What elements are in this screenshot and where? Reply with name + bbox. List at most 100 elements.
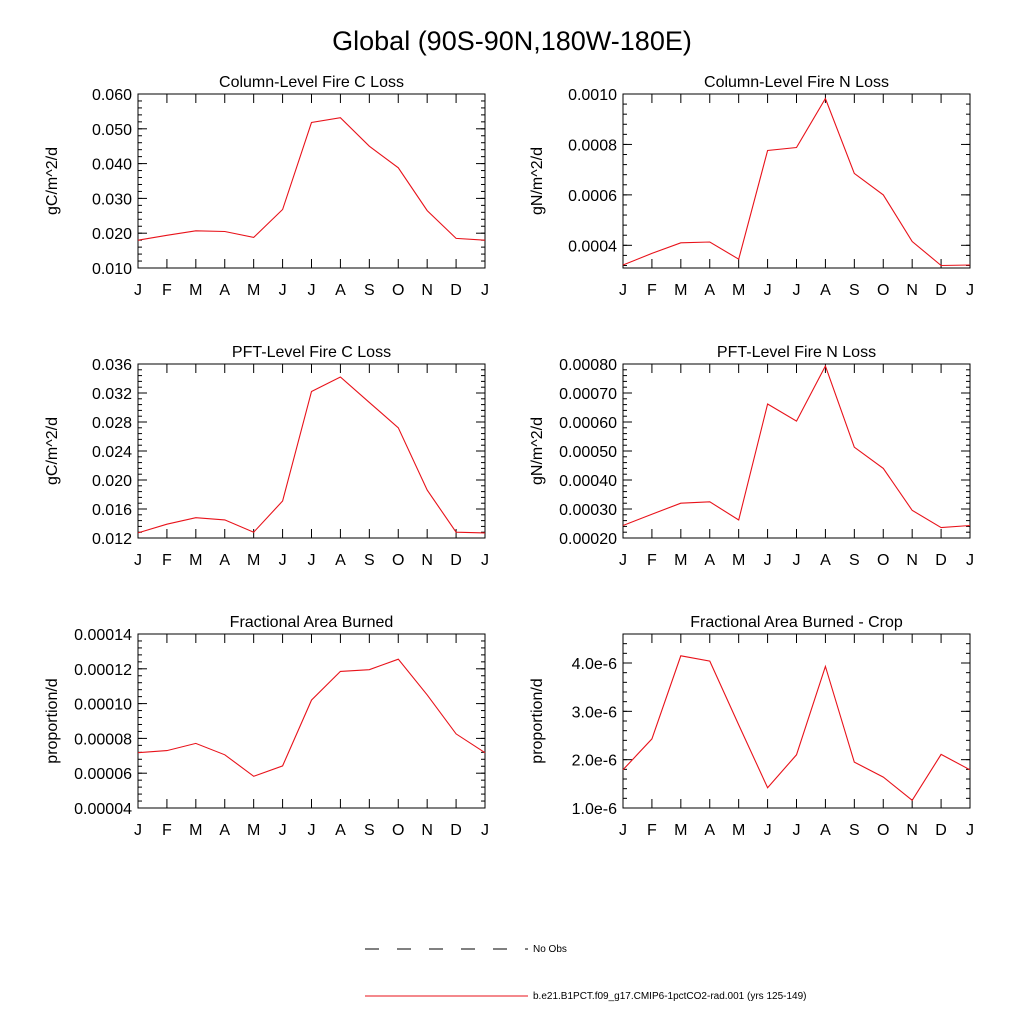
y-tick-label: 0.00008 <box>74 731 132 748</box>
chart-title: PFT-Level Fire C Loss <box>232 344 391 361</box>
x-tick-label: J <box>793 552 801 569</box>
x-tick-label: M <box>247 822 260 839</box>
x-tick-label: S <box>849 282 860 299</box>
x-tick-label: M <box>189 822 202 839</box>
x-tick-label: N <box>421 822 433 839</box>
y-tick-label: 0.016 <box>92 502 132 519</box>
x-tick-label: M <box>674 552 687 569</box>
chart-title: Fractional Area Burned - Crop <box>690 614 903 631</box>
chart-title: PFT-Level Fire N Loss <box>717 344 876 361</box>
x-tick-label: M <box>732 552 745 569</box>
chart-title: Fractional Area Burned <box>230 614 394 631</box>
x-tick-label: A <box>704 552 715 569</box>
x-tick-label: O <box>392 552 404 569</box>
y-tick-label: 1.0e-6 <box>572 801 617 818</box>
x-tick-label: A <box>219 282 230 299</box>
y-tick-label: 0.040 <box>92 157 132 174</box>
x-tick-label: J <box>764 282 772 299</box>
y-tick-label: 0.00060 <box>559 415 617 432</box>
x-tick-label: M <box>247 552 260 569</box>
plot-frame <box>138 94 485 268</box>
y-tick-label: 0.010 <box>92 261 132 278</box>
y-axis-label: gC/m^2/d <box>44 417 61 485</box>
series-line-1 <box>623 99 970 266</box>
x-tick-label: D <box>935 822 947 839</box>
y-tick-label: 4.0e-6 <box>572 656 617 673</box>
x-tick-label: M <box>247 282 260 299</box>
x-tick-label: J <box>279 822 287 839</box>
chart-panel-2: Column-Level Fire N Loss gN/m^2/d 0.0004 0.… <box>529 74 974 299</box>
x-tick-label: M <box>189 282 202 299</box>
y-tick-label: 0.036 <box>92 357 132 374</box>
plot-frame <box>623 94 970 268</box>
x-tick-label: S <box>364 822 375 839</box>
y-tick-label: 0.012 <box>92 531 132 548</box>
y-tick-label: 2.0e-6 <box>572 753 617 770</box>
x-tick-label: J <box>308 822 316 839</box>
y-tick-label: 0.030 <box>92 191 132 208</box>
plot-frame <box>623 364 970 538</box>
x-tick-label: A <box>820 822 831 839</box>
x-tick-label: M <box>674 822 687 839</box>
x-tick-label: J <box>279 552 287 569</box>
x-tick-label: J <box>308 282 316 299</box>
y-axis-label: proportion/d <box>529 678 546 763</box>
legend: No Obs b.e21.B1PCT.f09_g17.CMIP6-1pctCO2… <box>365 944 806 1002</box>
x-tick-label: A <box>820 282 831 299</box>
y-tick-label: 0.00070 <box>559 386 617 403</box>
series-line-1 <box>623 656 970 801</box>
x-tick-label: O <box>392 822 404 839</box>
y-tick-label: 0.020 <box>92 226 132 243</box>
x-tick-label: S <box>849 822 860 839</box>
y-tick-label: 0.00004 <box>74 801 132 818</box>
y-tick-label: 0.00080 <box>559 357 617 374</box>
x-tick-label: J <box>619 282 627 299</box>
x-tick-label: J <box>134 822 142 839</box>
y-tick-label: 0.020 <box>92 473 132 490</box>
chart-title: Column-Level Fire C Loss <box>219 74 404 91</box>
chart-panel-4: PFT-Level Fire N LossgN/m^2/d0.000200.00… <box>529 344 974 569</box>
series-line-1 <box>623 366 970 528</box>
x-tick-label: J <box>793 822 801 839</box>
y-axis-label: gN/m^2/d <box>529 147 546 215</box>
x-tick-label: M <box>189 552 202 569</box>
x-tick-label: S <box>364 552 375 569</box>
y-tick-label: 0.00040 <box>559 473 617 490</box>
x-tick-label: J <box>966 822 974 839</box>
figure-title: Global (90S-90N,180W-180E) <box>332 26 692 56</box>
x-tick-label: O <box>877 282 889 299</box>
x-tick-label: D <box>935 282 947 299</box>
x-tick-label: J <box>134 282 142 299</box>
x-tick-label: A <box>820 552 831 569</box>
series-line-1 <box>138 377 485 533</box>
plot-frame <box>138 634 485 808</box>
x-tick-label: J <box>134 552 142 569</box>
x-tick-label: N <box>421 552 433 569</box>
x-tick-label: O <box>392 282 404 299</box>
x-tick-label: J <box>619 552 627 569</box>
legend-obs-label: No Obs <box>533 944 567 955</box>
x-tick-label: A <box>335 552 346 569</box>
x-tick-label: F <box>162 282 172 299</box>
x-tick-label: D <box>450 552 462 569</box>
chart-panel-6: Fractional Area Burned - Crop proportion/… <box>529 614 974 839</box>
x-tick-label: J <box>793 282 801 299</box>
y-tick-label: 0.00030 <box>559 502 617 519</box>
x-tick-label: A <box>219 552 230 569</box>
y-axis-label: gN/m^2/d <box>529 417 546 485</box>
x-tick-label: M <box>732 822 745 839</box>
x-tick-label: A <box>704 822 715 839</box>
x-tick-label: O <box>877 552 889 569</box>
y-tick-label: 0.060 <box>92 87 132 104</box>
y-tick-label: 3.0e-6 <box>572 704 617 721</box>
x-tick-label: J <box>764 822 772 839</box>
y-tick-label: 0.0010 <box>568 87 617 104</box>
y-tick-label: 0.0004 <box>568 238 617 255</box>
x-tick-label: F <box>162 552 172 569</box>
x-tick-label: N <box>906 282 918 299</box>
x-tick-label: A <box>219 822 230 839</box>
chart-title: Column-Level Fire N Loss <box>704 74 889 91</box>
x-tick-label: S <box>849 552 860 569</box>
